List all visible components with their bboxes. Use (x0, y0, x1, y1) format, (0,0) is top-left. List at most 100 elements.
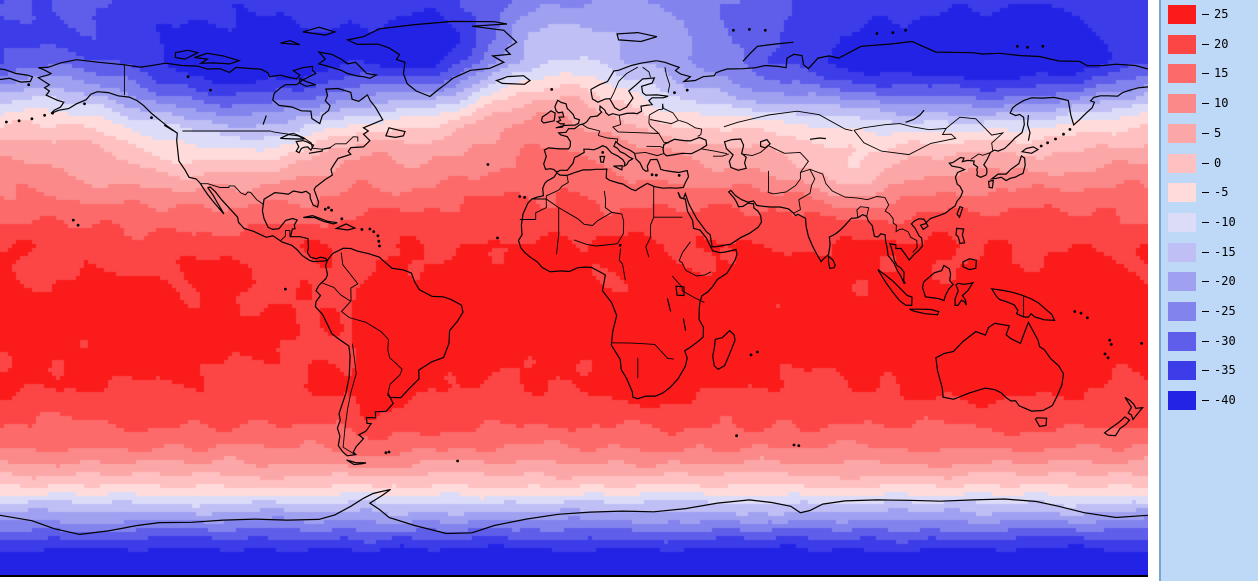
small-island-dot (372, 230, 376, 234)
border-balkans (635, 151, 664, 157)
legend-label: -30 (1214, 333, 1236, 348)
legend-label: -15 (1214, 244, 1236, 259)
small-island-dot (1068, 127, 1072, 131)
small-island-dot (30, 117, 34, 121)
legend-label: 5 (1214, 125, 1222, 140)
legend-tick (1202, 103, 1209, 105)
small-island-dot (387, 450, 391, 454)
coastline-lake-balkhash (809, 137, 826, 140)
small-island-dot (550, 88, 554, 91)
legend-item: -25 (1161, 302, 1258, 322)
border-romania-east (658, 133, 669, 144)
coastline-victoria-island (194, 52, 242, 65)
legend-label: -25 (1214, 304, 1236, 318)
border-norway-sweden (610, 66, 639, 100)
small-island-dot (732, 28, 735, 32)
legend-swatch (1168, 5, 1196, 24)
border-bangladesh (856, 206, 870, 218)
border-chile-argentina (342, 343, 357, 455)
legend-item: -10 (1161, 212, 1258, 233)
small-island-dot (875, 32, 879, 35)
small-island-dot (377, 239, 381, 243)
coastline-borneo (921, 264, 955, 302)
border-western-sahara (519, 198, 547, 220)
coastline-vancouver-island (163, 124, 175, 132)
small-island-dot (330, 208, 333, 212)
legend-divider (1159, 0, 1161, 581)
small-island-dot (284, 287, 287, 291)
legend-tick (1202, 73, 1209, 75)
small-island-dot (1079, 311, 1083, 315)
legend-tick (1202, 400, 1209, 402)
coastline-new-guinea (990, 288, 1056, 322)
small-island-dot (685, 88, 689, 92)
small-island-dot (1073, 310, 1077, 313)
small-island-dot (1140, 342, 1143, 345)
legend-tick (1202, 132, 1209, 134)
legend-label: -35 (1214, 363, 1236, 378)
coastline-iceland (494, 75, 532, 85)
small-island-dot (797, 444, 801, 447)
small-island-dot (150, 116, 153, 119)
coastline-nz-south (1103, 416, 1131, 437)
border-us-canada-east (270, 130, 359, 150)
legend-label: 15 (1214, 66, 1229, 81)
legend-swatch (1168, 361, 1196, 381)
legend-label: 25 (1214, 7, 1229, 21)
legend-swatch (1168, 242, 1196, 262)
coastline-honshu (989, 154, 1026, 182)
small-island-dot (735, 434, 738, 438)
small-island-dot (17, 119, 21, 123)
coastline-ireland (540, 110, 556, 124)
border-central-asia (741, 145, 809, 173)
coastline-aral-sea (760, 138, 771, 149)
legend-swatch (1168, 391, 1196, 411)
small-island-dot (1054, 137, 1057, 141)
small-island-dot (327, 206, 330, 210)
legend-item: 25 (1161, 5, 1258, 25)
coastline-mindanao (962, 258, 978, 271)
legend-item: 0 (1161, 153, 1258, 174)
small-island-dot (650, 173, 654, 177)
coastline-newfoundland (385, 127, 406, 139)
coastline-luzon (955, 227, 966, 245)
small-island-dot (756, 350, 759, 354)
border-east-africa (671, 275, 705, 303)
coastline-tasmania (1034, 417, 1048, 428)
small-island-dot (523, 196, 526, 199)
small-island-dot (486, 163, 490, 166)
small-island-dot (376, 234, 380, 238)
border-cameroon-nigeria (618, 248, 626, 281)
legend-item: -35 (1161, 361, 1258, 381)
border-russia-china-ne (945, 116, 1005, 151)
coastline-java (909, 308, 940, 316)
legend-swatch (1168, 183, 1196, 203)
small-island-dot (1026, 45, 1029, 49)
map-frame-bottom (0, 575, 1148, 577)
border-finland-russia (664, 67, 671, 93)
legend-item: 20 (1161, 34, 1258, 55)
legend-swatch (1168, 331, 1196, 351)
coastline-sumatra (877, 269, 913, 307)
legend-item: -40 (1161, 391, 1258, 411)
border-belarus (650, 103, 679, 125)
legend-tick (1202, 370, 1209, 372)
small-island-dot (904, 28, 907, 32)
legend-item: -30 (1161, 331, 1258, 352)
small-island-dot (1109, 343, 1113, 346)
legend-item: -20 (1161, 272, 1258, 292)
world-temperature-map (0, 0, 1148, 577)
small-island-dot (1041, 44, 1045, 48)
coastline-sardinia (599, 155, 606, 163)
legend-tick (1202, 162, 1209, 164)
legend-item: 5 (1161, 123, 1258, 144)
coastline-sri-lanka (827, 254, 836, 269)
coastline-hokkaido (1020, 146, 1040, 154)
coastline-hispaniola (334, 223, 357, 231)
coastline-lake-baikal (905, 109, 925, 123)
border-niger-nigeria (573, 239, 618, 247)
coastline-black-sea (662, 136, 708, 157)
small-island-dot (71, 218, 75, 222)
legend-tick (1202, 311, 1209, 312)
